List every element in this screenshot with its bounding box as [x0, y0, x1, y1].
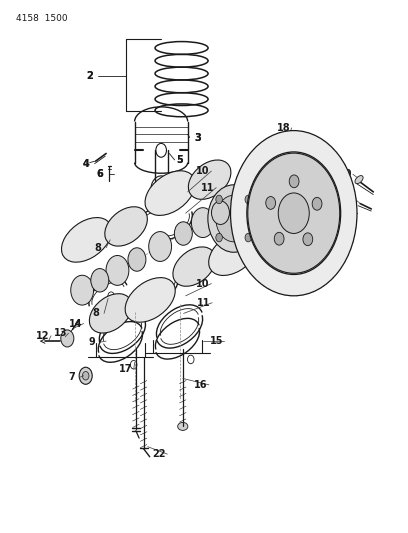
Text: 13: 13 [53, 328, 67, 338]
Text: 16: 16 [194, 380, 208, 390]
Circle shape [174, 222, 192, 245]
Text: 15: 15 [209, 336, 223, 346]
Text: 5: 5 [176, 155, 183, 165]
Circle shape [245, 195, 252, 204]
Ellipse shape [89, 294, 132, 333]
Text: 5: 5 [176, 155, 183, 165]
Text: 4158  1500: 4158 1500 [16, 14, 68, 23]
Text: 1: 1 [248, 255, 254, 264]
Text: 4: 4 [82, 159, 89, 168]
Circle shape [106, 255, 129, 285]
Text: 10: 10 [196, 166, 210, 176]
Circle shape [208, 185, 259, 252]
Circle shape [149, 231, 171, 261]
Text: 2: 2 [86, 71, 93, 80]
Ellipse shape [62, 217, 112, 262]
Text: 11: 11 [197, 298, 211, 308]
Circle shape [71, 275, 93, 305]
Circle shape [278, 193, 309, 233]
Text: 18: 18 [277, 123, 290, 133]
Circle shape [216, 195, 222, 204]
Circle shape [79, 367, 92, 384]
Text: 11: 11 [201, 183, 215, 192]
Text: 1: 1 [248, 255, 254, 264]
Text: 9: 9 [89, 337, 95, 347]
Circle shape [247, 152, 341, 274]
Circle shape [91, 269, 109, 292]
Circle shape [211, 201, 229, 224]
Text: 2: 2 [86, 71, 93, 80]
Text: 10: 10 [196, 279, 210, 288]
Circle shape [216, 233, 222, 242]
Circle shape [82, 372, 89, 380]
Text: 3: 3 [195, 133, 201, 142]
Text: 3: 3 [195, 133, 201, 142]
Ellipse shape [208, 231, 259, 276]
Text: 21: 21 [339, 193, 353, 203]
Circle shape [248, 153, 340, 273]
Circle shape [312, 197, 322, 210]
Text: 17: 17 [119, 364, 133, 374]
Text: 20: 20 [338, 169, 352, 179]
Circle shape [266, 197, 275, 209]
Circle shape [216, 195, 251, 242]
Circle shape [128, 248, 146, 271]
Circle shape [274, 232, 284, 245]
Ellipse shape [173, 247, 215, 286]
Ellipse shape [105, 207, 147, 246]
Ellipse shape [188, 160, 231, 199]
Text: 6: 6 [97, 169, 103, 179]
Text: 22: 22 [152, 449, 166, 459]
Text: 4: 4 [82, 159, 89, 168]
Circle shape [61, 330, 74, 347]
Circle shape [231, 131, 357, 296]
Ellipse shape [178, 422, 188, 431]
Text: 8: 8 [93, 309, 99, 318]
Ellipse shape [355, 175, 363, 184]
Circle shape [245, 233, 252, 242]
Circle shape [303, 233, 313, 246]
Ellipse shape [125, 278, 175, 322]
Circle shape [227, 188, 250, 218]
Text: 8: 8 [95, 243, 101, 253]
Text: 6: 6 [97, 169, 103, 179]
Text: 19: 19 [301, 136, 315, 146]
Circle shape [191, 208, 214, 238]
Circle shape [289, 175, 299, 188]
Text: 12: 12 [36, 331, 50, 341]
Text: 7: 7 [68, 373, 75, 382]
Text: 14: 14 [69, 319, 82, 328]
Ellipse shape [145, 171, 195, 215]
